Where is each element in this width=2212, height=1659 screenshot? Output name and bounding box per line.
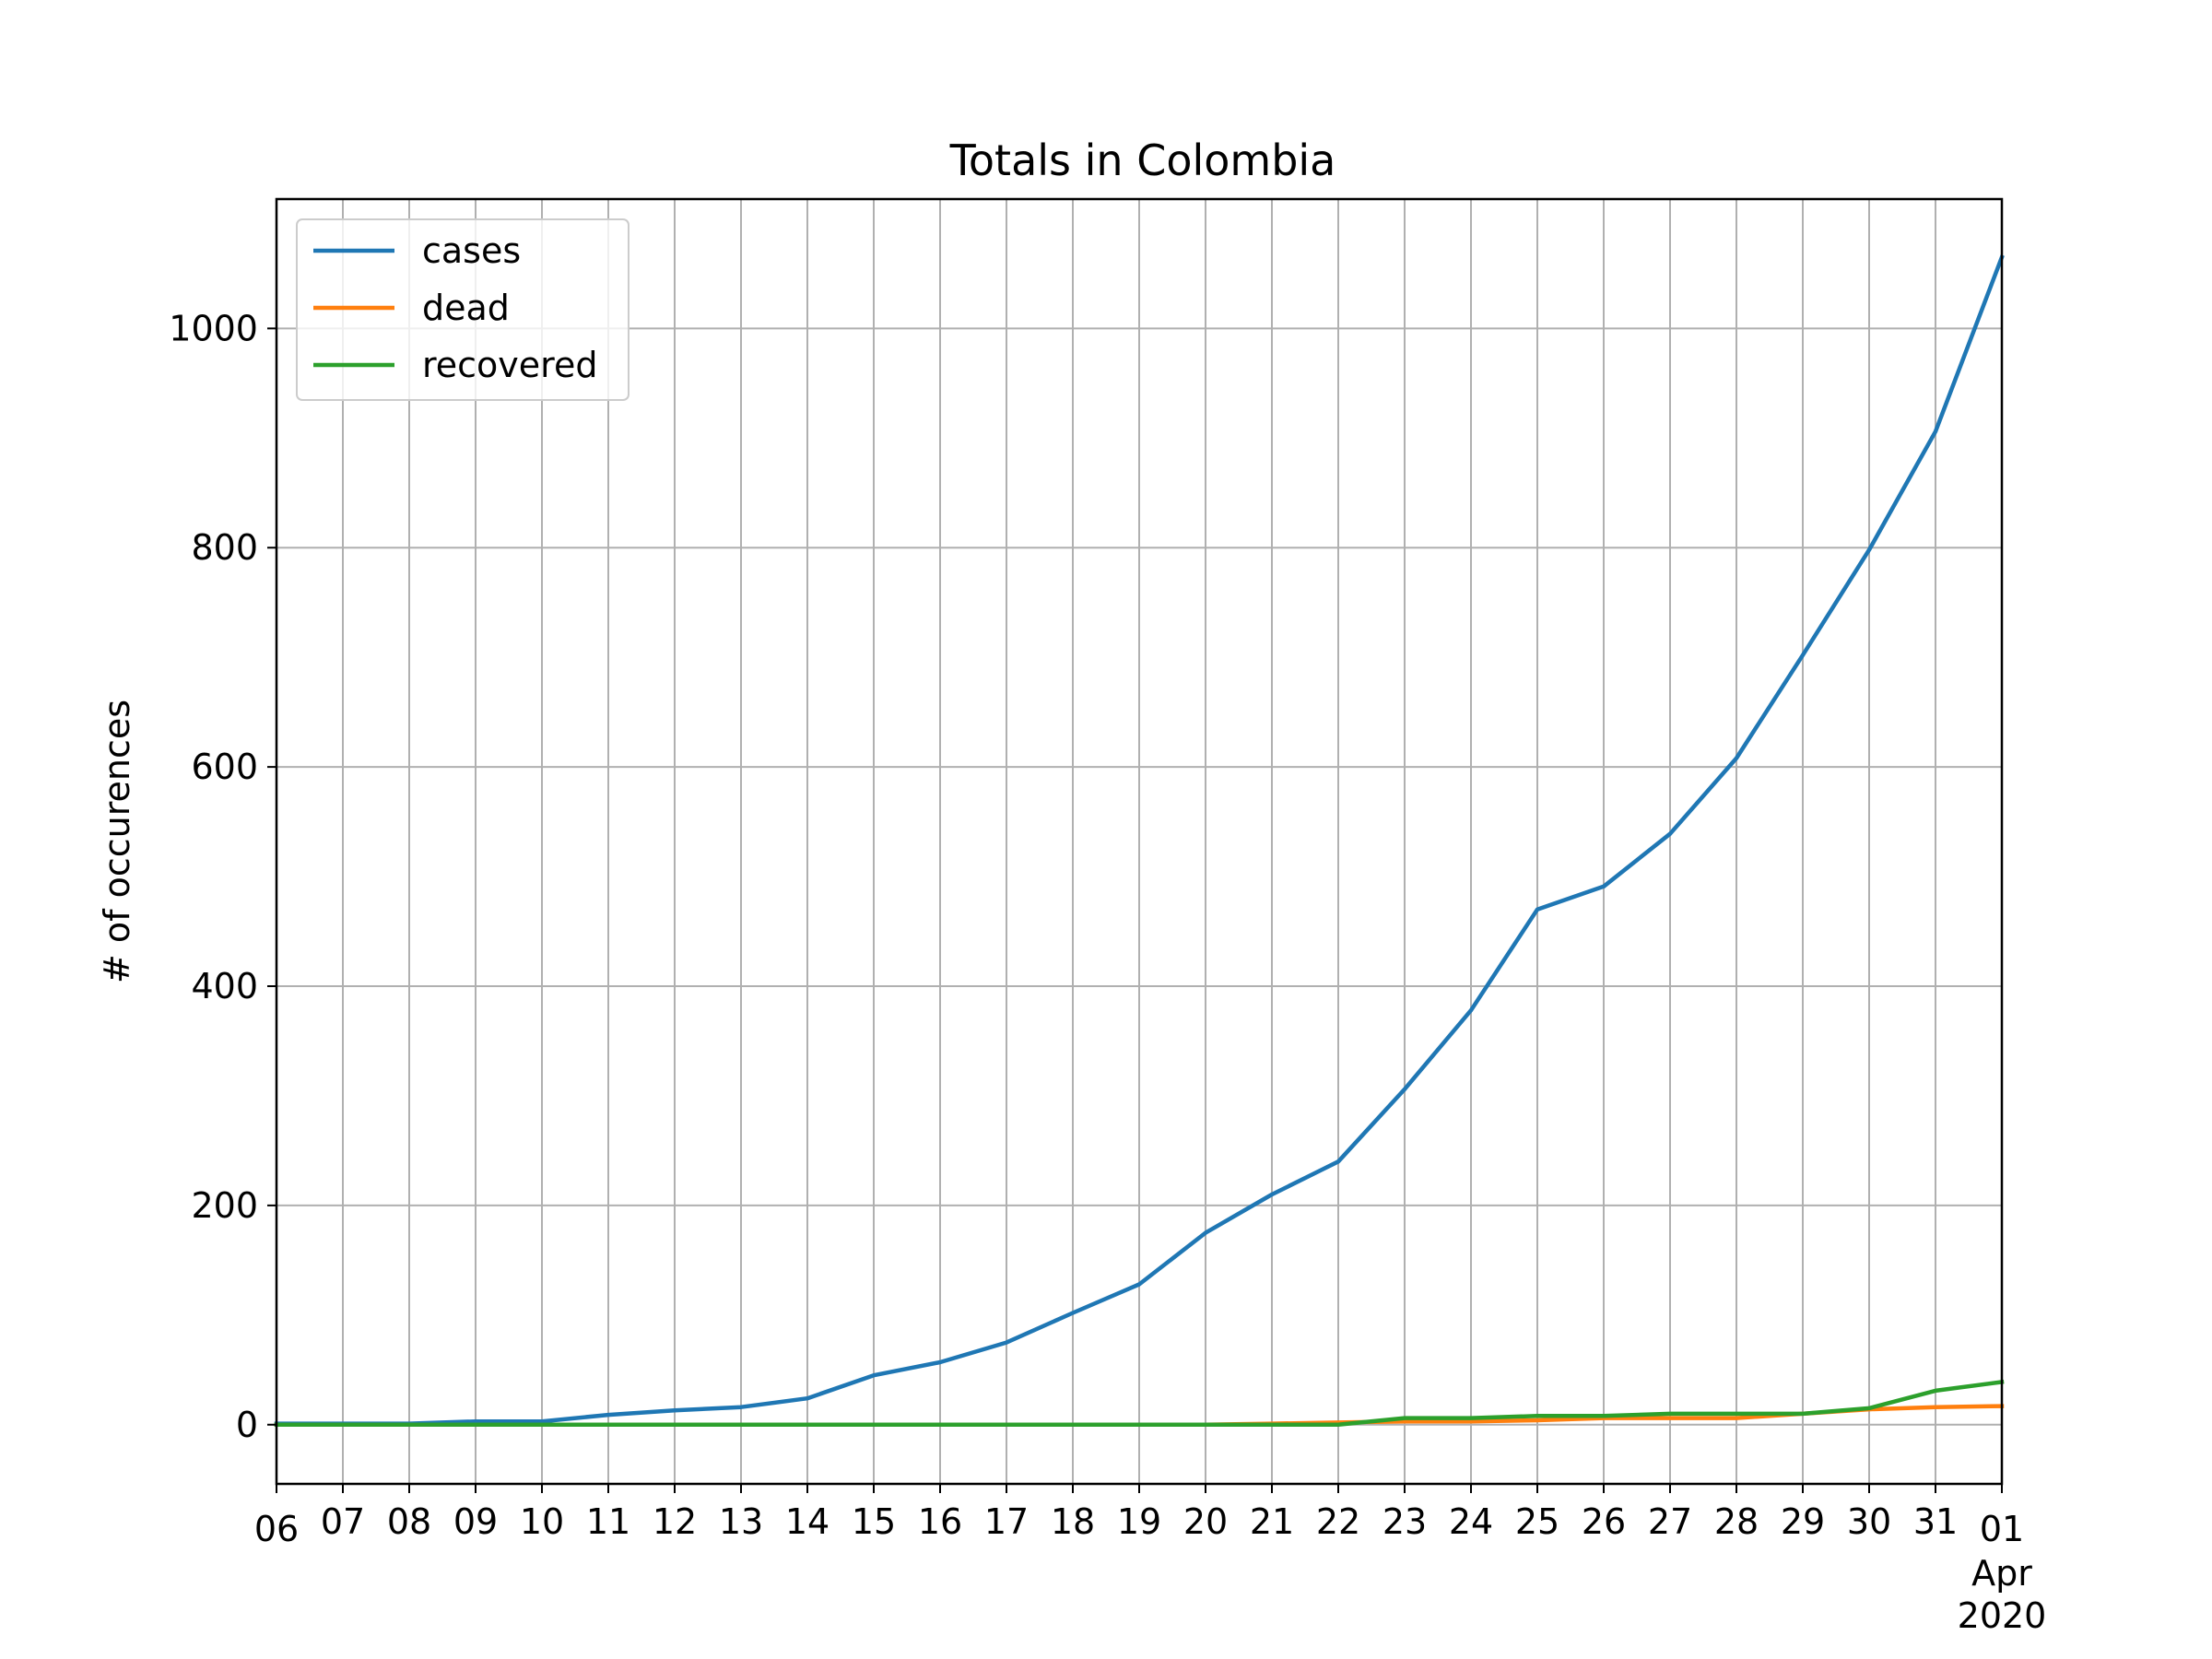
y-tick-label: 200 — [191, 1185, 258, 1226]
legend-label-recovered: recovered — [422, 345, 597, 385]
x-tick-label: 19 — [1117, 1501, 1161, 1542]
x-tick-label: 24 — [1449, 1501, 1493, 1542]
x-tick-label: 23 — [1382, 1501, 1427, 1542]
x-axis: 06 07 08 09 10 11 12 13 14 15 16 17 18 19 20 21 22 23 24 25… — [254, 1484, 2047, 1636]
x-tick-label: 21 — [1250, 1501, 1294, 1542]
y-axis-label: # of occurences — [97, 700, 137, 983]
x-tick-label: 28 — [1714, 1501, 1759, 1542]
x-tick-label: 20 — [1183, 1501, 1228, 1542]
x-tick-label: 14 — [785, 1501, 830, 1542]
legend-label-cases: cases — [422, 230, 521, 271]
x-tick-label: 09 — [453, 1501, 498, 1542]
x-tick-label: 29 — [1781, 1501, 1825, 1542]
x-tick-sublabel: 2020 — [1958, 1595, 2047, 1636]
y-tick-label: 1000 — [169, 308, 258, 348]
series-line-cases — [274, 254, 2005, 1426]
legend: cases dead recovered — [296, 218, 629, 401]
x-tick-label: 08 — [387, 1501, 431, 1542]
legend-label-dead: dead — [422, 288, 510, 328]
x-tick-label: 12 — [653, 1501, 697, 1542]
y-tick-label: 400 — [191, 966, 258, 1006]
x-tick-label: 22 — [1316, 1501, 1360, 1542]
legend-box — [296, 218, 629, 401]
x-tick-label: 25 — [1515, 1501, 1559, 1542]
x-tick-label: 13 — [719, 1501, 763, 1542]
y-tick-label: 600 — [191, 747, 258, 787]
y-tick-label: 800 — [191, 527, 258, 568]
x-tick-label: 26 — [1582, 1501, 1626, 1542]
chart-title: Totals in Colombia — [949, 135, 1336, 185]
x-tick-label: 27 — [1648, 1501, 1692, 1542]
x-tick-label: 17 — [984, 1501, 1029, 1542]
series-line-recovered — [274, 1379, 2005, 1428]
y-axis: 0 200 400 600 800 1000 — [169, 308, 276, 1445]
x-tick-label: 01 — [1980, 1509, 2024, 1549]
x-tick-label: 18 — [1051, 1501, 1095, 1542]
x-tick-label: 06 — [254, 1509, 299, 1549]
x-tick-label: 10 — [520, 1501, 564, 1542]
x-tick-label: 15 — [852, 1501, 896, 1542]
series-lines — [274, 254, 2005, 1428]
y-tick-label: 0 — [236, 1405, 258, 1445]
x-tick-sublabel: Apr — [1971, 1553, 2032, 1594]
x-tick-label: 16 — [918, 1501, 962, 1542]
x-tick-label: 07 — [321, 1501, 365, 1542]
x-tick-label: 30 — [1847, 1501, 1891, 1542]
x-tick-label: 11 — [586, 1501, 630, 1542]
x-tick-label: 31 — [1913, 1501, 1958, 1542]
